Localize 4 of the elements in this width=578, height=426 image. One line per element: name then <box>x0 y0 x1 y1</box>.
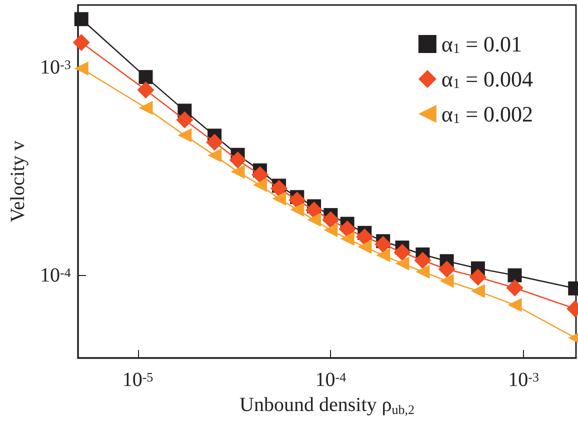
y-axis-title: Velocity v <box>7 140 29 222</box>
legend-label: α1 = 0.002 <box>441 101 534 127</box>
legend-label: α1 = 0.01 <box>441 32 522 57</box>
legend-label: α1 = 0.004 <box>441 66 534 92</box>
